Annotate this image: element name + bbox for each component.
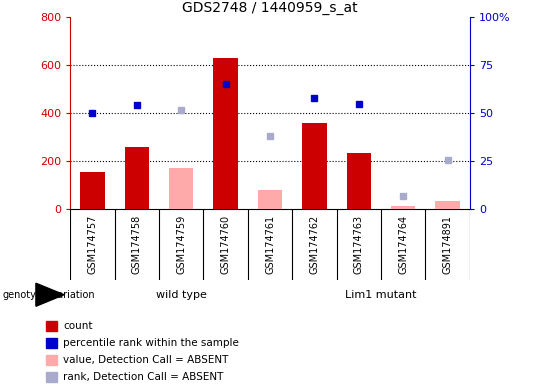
Text: Lim1 mutant: Lim1 mutant	[345, 290, 417, 300]
Text: GSM174761: GSM174761	[265, 215, 275, 274]
Bar	[45, 372, 57, 382]
Bar	[125, 147, 149, 209]
Text: GSM174891: GSM174891	[443, 215, 453, 274]
Bar	[302, 123, 327, 209]
Bar	[391, 206, 415, 209]
Text: count: count	[63, 321, 93, 331]
Text: percentile rank within the sample: percentile rank within the sample	[63, 338, 239, 348]
Bar	[80, 172, 105, 209]
Bar	[45, 355, 57, 365]
Bar	[435, 201, 460, 209]
Bar	[258, 190, 282, 209]
Text: value, Detection Call = ABSENT: value, Detection Call = ABSENT	[63, 355, 228, 365]
Text: GSM174764: GSM174764	[398, 215, 408, 274]
Bar	[213, 58, 238, 209]
Text: GSM174759: GSM174759	[176, 215, 186, 274]
Title: GDS2748 / 1440959_s_at: GDS2748 / 1440959_s_at	[182, 1, 358, 15]
Text: genotype/variation: genotype/variation	[3, 290, 96, 300]
Text: rank, Detection Call = ABSENT: rank, Detection Call = ABSENT	[63, 372, 224, 382]
Bar	[45, 338, 57, 348]
Bar	[169, 169, 193, 209]
Text: GSM174763: GSM174763	[354, 215, 364, 274]
Text: GSM174758: GSM174758	[132, 215, 142, 274]
Polygon shape	[36, 283, 64, 306]
Text: GSM174757: GSM174757	[87, 215, 97, 274]
Text: GSM174762: GSM174762	[309, 215, 319, 274]
Bar	[347, 153, 371, 209]
Text: GSM174760: GSM174760	[221, 215, 231, 274]
Bar	[45, 321, 57, 331]
Text: wild type: wild type	[156, 290, 207, 300]
